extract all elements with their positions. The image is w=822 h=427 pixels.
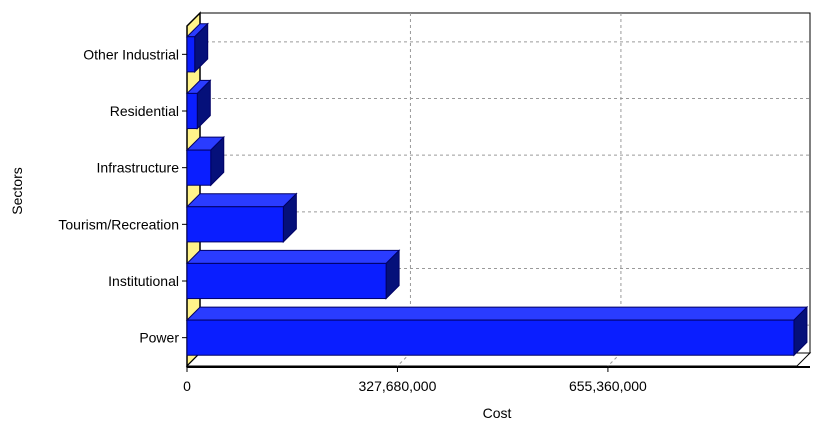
bar-infrastructure bbox=[185, 135, 225, 187]
bar-front-face bbox=[186, 149, 212, 186]
bars bbox=[185, 22, 809, 357]
y-tick-label-tourism-recreation: Tourism/Recreation bbox=[58, 216, 179, 232]
bar-power bbox=[185, 305, 809, 357]
bar-front-face bbox=[186, 319, 795, 356]
y-tick-label-residential: Residential bbox=[110, 103, 179, 119]
bar-top-face bbox=[185, 306, 809, 321]
back-wall bbox=[199, 12, 811, 354]
x-tick-label-0: 0 bbox=[183, 378, 191, 394]
bar-other-industrial bbox=[185, 22, 209, 74]
bar-institutional bbox=[185, 249, 401, 300]
y-tick-label-infrastructure: Infrastructure bbox=[97, 160, 180, 176]
bar-front-face bbox=[186, 36, 196, 73]
x-axis-title: Cost bbox=[483, 405, 512, 421]
y-tick-label-power: Power bbox=[139, 330, 179, 346]
y-tick-labels: Other Industrial Residential Infrastructur… bbox=[58, 46, 187, 346]
bar-tourism-recreation bbox=[185, 192, 298, 244]
x-tick-label-1: 327,680,000 bbox=[359, 378, 437, 394]
x-tick-labels: 0 327,680,000 655,360,000 bbox=[183, 367, 647, 394]
gridlines bbox=[200, 13, 810, 367]
y-tick-label-other-industrial: Other Industrial bbox=[83, 46, 179, 62]
bar-top-face bbox=[185, 193, 298, 208]
bar-residential bbox=[185, 79, 212, 130]
y-tick-label-institutional: Institutional bbox=[108, 273, 179, 289]
y-axis-title: Sectors bbox=[9, 167, 25, 214]
bar-front-face bbox=[186, 92, 198, 130]
bar-front-face bbox=[186, 206, 284, 243]
bar-front-face bbox=[186, 262, 387, 300]
x-tick-label-2: 655,360,000 bbox=[569, 378, 647, 394]
bar-top-face bbox=[185, 249, 401, 264]
